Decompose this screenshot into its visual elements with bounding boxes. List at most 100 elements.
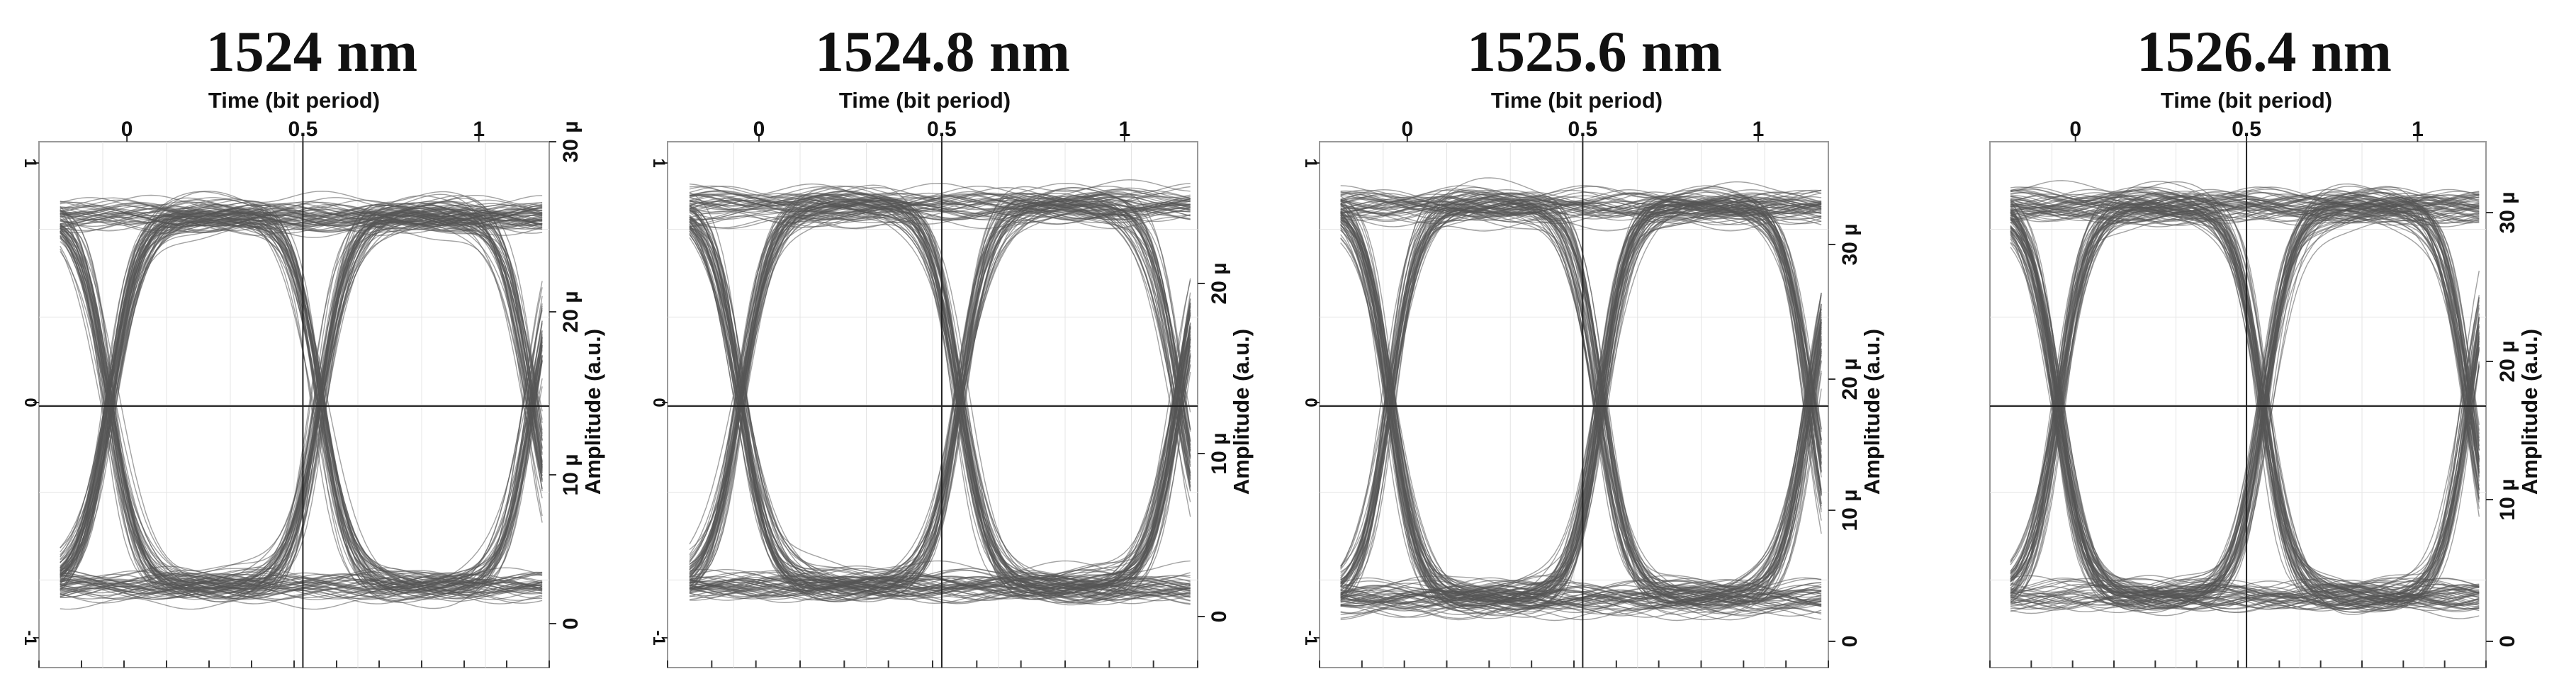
eye-trace [689,202,1191,565]
eye-trace [689,189,1191,591]
y-tick-label: 20 µ [1208,263,1231,305]
eye-traces [60,191,543,610]
eye-trace [1340,202,1822,215]
eye-trace [1340,198,1822,598]
eye-trace [689,227,1191,599]
eye-trace [60,206,543,585]
eye-trace [1340,189,1822,203]
left-tick-label: 0 [649,398,668,407]
eye-trace [2010,208,2480,595]
y-tick-label: 0 [559,618,583,630]
eye-trace [1340,208,1822,605]
eye-trace [1340,203,1822,621]
x-axis-label: Time (bit period) [839,88,1011,113]
eye-trace [689,206,1191,589]
eye-trace [689,190,1191,587]
eye-trace [2010,198,2480,582]
x-tick-label: 0.5 [2232,118,2261,141]
eye-trace [689,195,1191,587]
y-tick-label: 20 µ [559,291,583,333]
eye-trace [1340,590,1822,605]
y-axis-label: Amplitude (a.u.) [1860,329,1884,495]
eye-trace [60,225,543,586]
eye-trace [2010,208,2480,598]
x-tick-label: 1 [2412,118,2424,141]
eye-trace [1340,191,1822,205]
y-tick-label: 30 µ [1838,224,1862,266]
eye-trace [2010,204,2480,590]
left-tick-label: 1 [649,158,668,167]
left-tick-label: 1 [21,158,40,167]
eye-trace [60,203,543,571]
eye-trace [2010,194,2480,587]
eye-trace [689,582,1191,595]
x-tick-label: 0.5 [288,118,318,141]
eye-trace [2010,319,2480,614]
eye-trace [2010,201,2480,215]
eye-trace [60,204,543,217]
eye-trace [1340,198,1822,619]
eye-trace [689,204,1191,586]
eye-trace [2010,192,2480,206]
eye-trace [689,192,1191,592]
y-tick-label: 10 µ [1838,490,1862,532]
y-tick-label: 0 [1838,636,1862,648]
x-tick-label: 0.5 [1568,118,1598,141]
eye-trace [1340,201,1822,578]
eye-trace [2010,206,2480,594]
eye-trace [2010,196,2480,612]
eye-trace [2010,210,2480,600]
y-tick-label: 10 µ [2496,479,2519,521]
eye-trace [1340,373,1822,615]
eye-trace [2010,209,2480,590]
eye-trace [2010,212,2480,605]
eye-trace [689,214,1191,595]
left-tick-label: 1 [1301,158,1320,167]
eye-trace [2010,203,2480,605]
eye-trace [2010,193,2480,609]
eye-panel-4: 1526.4 nm Time (bit period) 0 0.5 1 0 10 µ 20 µ… [1989,19,2542,668]
x-tick-label: 1 [1753,118,1765,141]
y-tick-label: 20 µ [1838,359,1862,400]
x-tick-label: 1 [473,118,485,141]
eye-trace [689,198,1191,589]
eye-trace [689,203,1191,598]
y-tick-label: 0 [1208,611,1231,623]
y-tick-label: 30 µ [2496,192,2519,234]
eye-trace [60,211,543,575]
eye-trace [60,228,543,605]
eye-panel-3: 1525.6 nm Time (bit period) 0 0.5 1 1 0 -1 0 10 µ… [1301,19,1884,668]
eye-trace [60,214,543,573]
x-tick-label: 0 [2069,118,2081,141]
eye-trace [2010,202,2480,597]
x-tick-label: 0 [121,118,133,141]
eye-trace [1340,207,1822,593]
eye-trace [2010,190,2480,588]
eye-traces [1340,177,1822,622]
x-tick-label: 0 [1401,118,1413,141]
x-tick-label: 1 [1118,118,1130,141]
eye-trace [689,216,1191,230]
eye-trace [1340,213,1822,615]
eye-trace [2010,192,2480,451]
eye-trace [60,194,543,602]
eye-trace [2010,218,2480,606]
eye-trace [2010,190,2480,203]
y-tick-label: 10 µ [1208,433,1231,475]
eye-trace [2010,211,2480,600]
eye-trace [2010,206,2480,587]
eye-trace [689,210,1191,556]
eye-trace [689,203,1191,582]
eye-trace [60,219,543,437]
eye-trace [689,198,1191,480]
y-axis-label: Amplitude (a.u.) [2517,329,2542,495]
eye-trace [689,205,1191,598]
eye-trace [60,212,543,602]
eye-trace [60,195,543,577]
eye-trace [60,230,543,590]
eye-trace [1340,585,1822,598]
y-tick-label: 10 µ [559,454,583,496]
eye-trace [60,209,543,568]
eye-trace [689,231,1191,573]
eye-trace [1340,590,1822,603]
